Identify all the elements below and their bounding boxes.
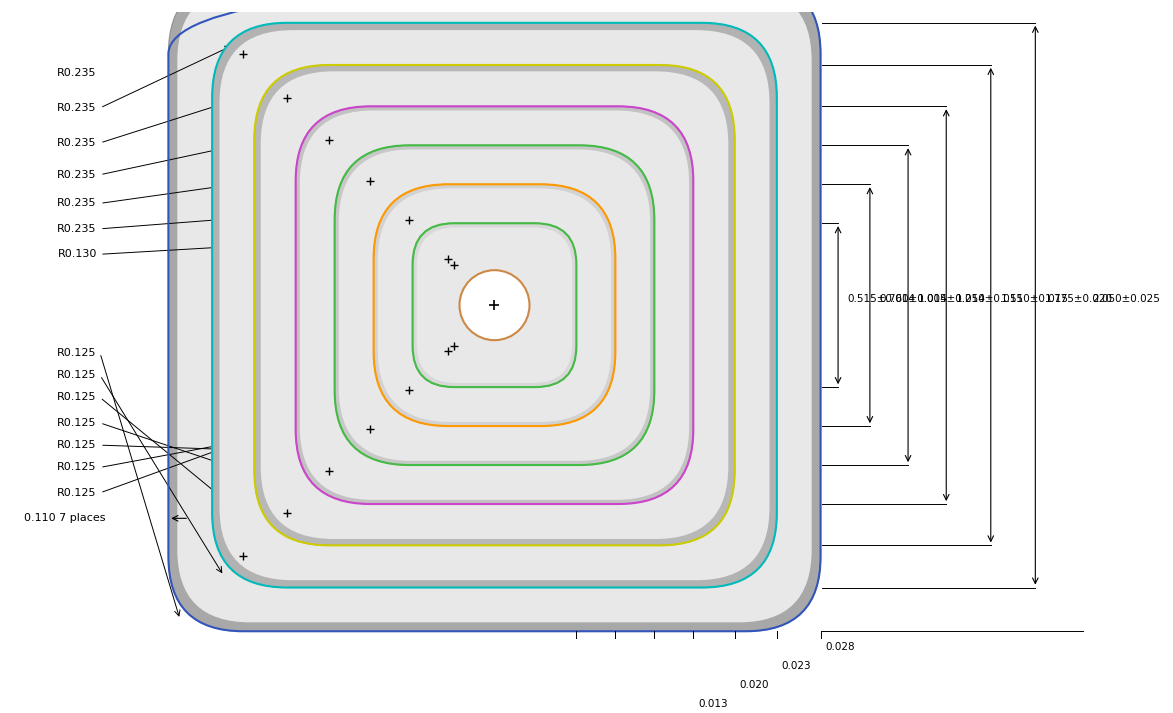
Text: 0.020: 0.020 xyxy=(739,680,769,690)
Text: 2.050±0.025: 2.050±0.025 xyxy=(1092,294,1160,304)
FancyBboxPatch shape xyxy=(339,150,650,461)
Text: 1.250±0.015: 1.250±0.015 xyxy=(956,294,1024,304)
FancyBboxPatch shape xyxy=(334,145,655,465)
Text: 1.775±0.020: 1.775±0.020 xyxy=(1045,294,1113,304)
FancyBboxPatch shape xyxy=(169,0,821,631)
Text: 1.510±0.015: 1.510±0.015 xyxy=(1001,294,1069,304)
Text: R0.235: R0.235 xyxy=(57,103,97,113)
Text: R0.235: R0.235 xyxy=(57,198,97,208)
FancyBboxPatch shape xyxy=(416,227,572,383)
Text: R0.125: R0.125 xyxy=(57,370,97,380)
Text: 0.515±0.014: 0.515±0.014 xyxy=(848,294,916,304)
FancyBboxPatch shape xyxy=(177,0,812,622)
Text: 0.028: 0.028 xyxy=(826,642,855,652)
Text: 0.023: 0.023 xyxy=(781,661,812,671)
Text: R0.235: R0.235 xyxy=(57,224,97,234)
Text: 0.760±0.014: 0.760±0.014 xyxy=(880,294,948,304)
Text: R0.125: R0.125 xyxy=(57,348,97,358)
FancyBboxPatch shape xyxy=(212,23,777,588)
Text: R0.235: R0.235 xyxy=(57,68,97,78)
Text: R0.235: R0.235 xyxy=(57,170,97,180)
Text: R0.125: R0.125 xyxy=(57,440,97,450)
Text: R0.125: R0.125 xyxy=(57,488,97,498)
FancyBboxPatch shape xyxy=(260,71,728,539)
FancyBboxPatch shape xyxy=(378,188,611,422)
Text: 0.110 7 places: 0.110 7 places xyxy=(23,513,106,523)
Circle shape xyxy=(460,270,529,340)
Text: R0.130: R0.130 xyxy=(57,250,97,260)
FancyBboxPatch shape xyxy=(296,106,693,504)
Text: R0.235: R0.235 xyxy=(57,138,97,148)
FancyBboxPatch shape xyxy=(255,65,734,545)
FancyBboxPatch shape xyxy=(374,184,616,426)
Text: R0.125: R0.125 xyxy=(57,418,97,428)
Text: 1.005±0.014: 1.005±0.014 xyxy=(917,294,985,304)
Text: R0.125: R0.125 xyxy=(57,463,97,473)
FancyBboxPatch shape xyxy=(413,223,576,387)
Text: R0.125: R0.125 xyxy=(57,392,97,402)
Text: 0.013: 0.013 xyxy=(698,699,727,709)
FancyBboxPatch shape xyxy=(219,30,769,580)
FancyBboxPatch shape xyxy=(300,111,690,500)
